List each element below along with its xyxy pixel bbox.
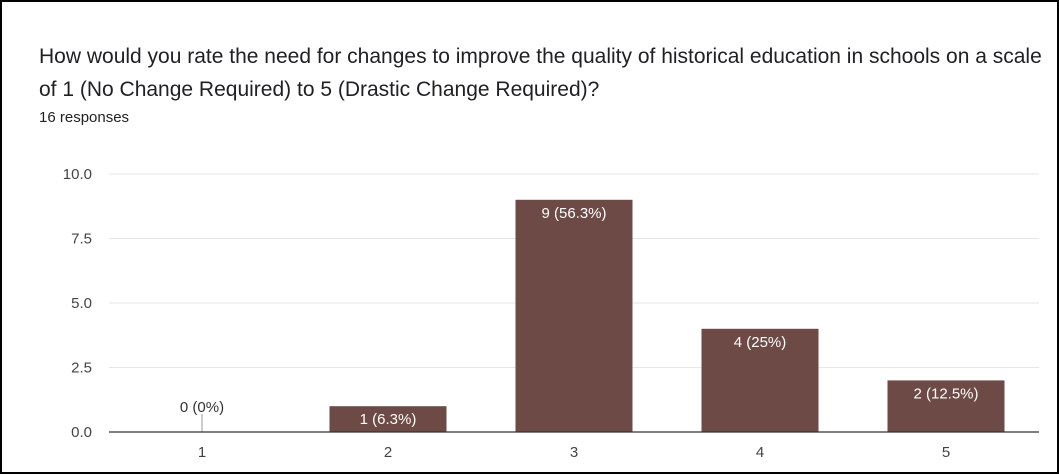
x-tick-label: 3 — [570, 444, 578, 461]
x-tick-label: 5 — [942, 444, 950, 461]
bar — [329, 406, 447, 432]
x-tick-label: 4 — [756, 444, 764, 461]
bar — [887, 380, 1005, 432]
y-tick-label: 7.5 — [71, 231, 92, 248]
bar-data-label: 2 (12.5%) — [913, 385, 978, 402]
question-title: How would you rate the need for changes … — [39, 45, 1042, 101]
bar-data-label: 4 (25%) — [734, 334, 787, 351]
bar-data-label: 9 (56.3%) — [541, 205, 606, 222]
x-tick-label: 2 — [384, 444, 392, 461]
y-tick-label: 10.0 — [63, 166, 92, 183]
response-count: 16 responses — [39, 109, 130, 126]
y-tick-label: 0.0 — [71, 424, 92, 441]
y-tick-label: 2.5 — [71, 360, 92, 377]
bar-data-label: 1 (6.3%) — [360, 411, 417, 428]
y-tick-label: 5.0 — [71, 295, 92, 312]
bar — [701, 328, 819, 432]
bar — [515, 199, 633, 432]
bar-data-label: 0 (0%) — [180, 399, 224, 416]
x-tick-label: 1 — [198, 444, 206, 461]
